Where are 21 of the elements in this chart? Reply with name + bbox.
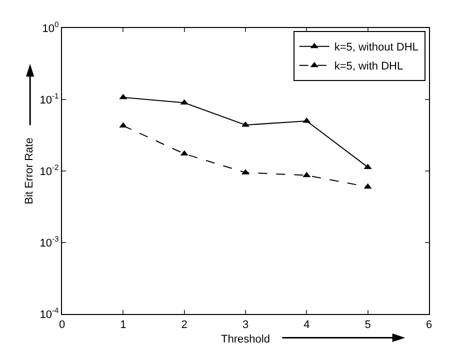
- point: [119, 94, 128, 100]
- x-tick-label: 6: [426, 319, 432, 332]
- x-tick-label: 3: [242, 319, 249, 332]
- point: [180, 150, 188, 156]
- y-axis-title: Bit Error Rate: [23, 138, 36, 204]
- x-tick-label: 0: [58, 319, 66, 332]
- legend-label: k=5, without DHL: [334, 42, 418, 54]
- point: [180, 99, 188, 105]
- x-tick-label: 5: [364, 319, 371, 332]
- x-axis-title: Threshold: [221, 333, 270, 346]
- x-tick-label: 2: [181, 319, 188, 332]
- y-tick-label: 10$^{-2}$: [40, 163, 59, 178]
- point: [302, 172, 311, 178]
- point: [364, 183, 372, 189]
- x-tick-label: 4: [304, 319, 310, 332]
- y-tick-label: 10$^{-3}$: [40, 234, 59, 250]
- y-tick-label: 10$^{-4}$: [40, 306, 60, 321]
- y-tick-label: 10$^{0}$: [42, 20, 59, 35]
- y-tick-label: 10$^{-1}$: [40, 92, 59, 106]
- legend-label: k=5, with DHL: [334, 60, 404, 73]
- x-tick-label: 1: [120, 319, 126, 332]
